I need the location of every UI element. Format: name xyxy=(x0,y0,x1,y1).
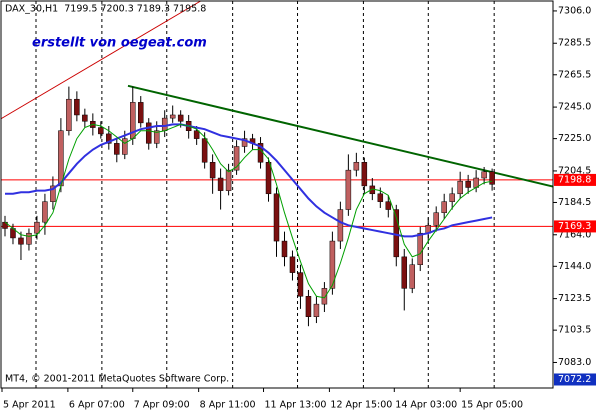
x-tick-label: 12 Apr 15:00 xyxy=(330,400,392,411)
candle-body xyxy=(401,256,408,289)
y-tick-label: 7184.5 xyxy=(558,197,591,208)
candle-body xyxy=(193,130,200,139)
y-tick-label: 7083.0 xyxy=(558,357,591,368)
price-label-bg xyxy=(554,220,596,233)
candle-body xyxy=(74,98,80,116)
candle-body xyxy=(313,303,320,317)
candle-body xyxy=(321,288,328,305)
candle-body xyxy=(377,193,384,202)
trendline xyxy=(127,84,554,188)
annotation: erstellt von oegeat.com xyxy=(32,36,207,51)
candle-body xyxy=(66,98,72,131)
plot-area xyxy=(0,0,554,388)
candle-body xyxy=(58,130,64,187)
chart-title: DAX_30,H1 7199.5 7200.3 7189.3 7195.8 xyxy=(5,4,206,15)
candle-body xyxy=(265,162,272,195)
y-tick-label: 7285.5 xyxy=(558,38,591,49)
candle-body xyxy=(34,221,40,234)
candle-body xyxy=(161,117,168,131)
candle-body xyxy=(225,169,232,191)
plot-frame xyxy=(0,0,554,389)
price-label: 7072.2 xyxy=(558,374,591,385)
candle-body xyxy=(169,114,176,119)
candle-body xyxy=(433,212,439,226)
candle-body xyxy=(50,185,56,202)
candle-body xyxy=(345,169,352,210)
y-tick-label: 7245.0 xyxy=(558,102,591,113)
candle-body xyxy=(449,193,455,202)
candle-body xyxy=(217,177,224,191)
candle-body xyxy=(489,171,495,185)
x-tick-label: 15 Apr 05:00 xyxy=(461,400,523,411)
candle-body xyxy=(337,209,344,242)
candle-body xyxy=(233,146,240,171)
candle-body xyxy=(273,193,280,242)
candle-body xyxy=(114,143,120,155)
y-tick-label: 7225.0 xyxy=(558,133,591,144)
candle-body xyxy=(26,232,32,245)
trendline xyxy=(0,0,201,120)
y-tick-label: 7164.0 xyxy=(558,229,591,240)
candle-body xyxy=(18,237,24,245)
x-tick-label: 6 Apr 07:00 xyxy=(69,400,125,411)
x-tick-label: 7 Apr 09:00 xyxy=(134,400,190,411)
y-tick-label: 7144.0 xyxy=(558,261,591,272)
candle-body xyxy=(281,240,288,258)
candle-body xyxy=(393,209,400,258)
candle-body xyxy=(417,232,423,265)
y-tick-label: 7103.5 xyxy=(558,325,591,336)
candle-body xyxy=(353,162,360,171)
candle-body xyxy=(2,221,8,229)
candle-body xyxy=(42,201,48,223)
x-tick-label: 14 Apr 03:00 xyxy=(395,400,457,411)
candle-body xyxy=(145,122,152,144)
candle-body xyxy=(201,138,208,163)
candle-body xyxy=(106,133,112,144)
candle-body xyxy=(329,240,336,289)
candle-body xyxy=(361,162,368,187)
candle-body xyxy=(297,272,304,297)
candle-body xyxy=(82,114,88,122)
indicator-line xyxy=(4,123,493,238)
candle-body xyxy=(385,201,392,210)
candle-body xyxy=(481,171,487,179)
y-tick-label: 7123.5 xyxy=(558,293,591,304)
candle-body xyxy=(289,256,296,273)
candle-body xyxy=(122,138,128,155)
candle-body xyxy=(305,296,312,317)
candle-body xyxy=(441,201,447,213)
price-label-bg xyxy=(554,373,596,386)
candle-body xyxy=(457,180,463,195)
price-label: 7198.8 xyxy=(558,174,591,185)
candle-body xyxy=(153,130,160,144)
x-tick-label: 5 Apr 2011 xyxy=(3,400,56,411)
indicator-line xyxy=(4,123,493,299)
candle-body xyxy=(98,127,104,135)
y-tick-label: 7204.5 xyxy=(558,165,591,176)
price-label: 7169.3 xyxy=(558,221,591,232)
candle-body xyxy=(209,162,216,179)
footer: MT4, © 2001-2011 MetaQuotes Software Cor… xyxy=(5,374,229,385)
y-tick-label: 7265.5 xyxy=(558,69,591,80)
y-tick-label: 7306.0 xyxy=(558,5,591,16)
price-label-bg xyxy=(554,173,596,186)
candle-body xyxy=(137,102,144,124)
x-tick-label: 8 Apr 11:00 xyxy=(200,400,256,411)
candle-body xyxy=(465,180,471,188)
candle-body xyxy=(241,138,248,147)
candle-body xyxy=(409,264,416,289)
x-tick-label: 11 Apr 13:00 xyxy=(265,400,327,411)
candle-body xyxy=(177,114,184,122)
